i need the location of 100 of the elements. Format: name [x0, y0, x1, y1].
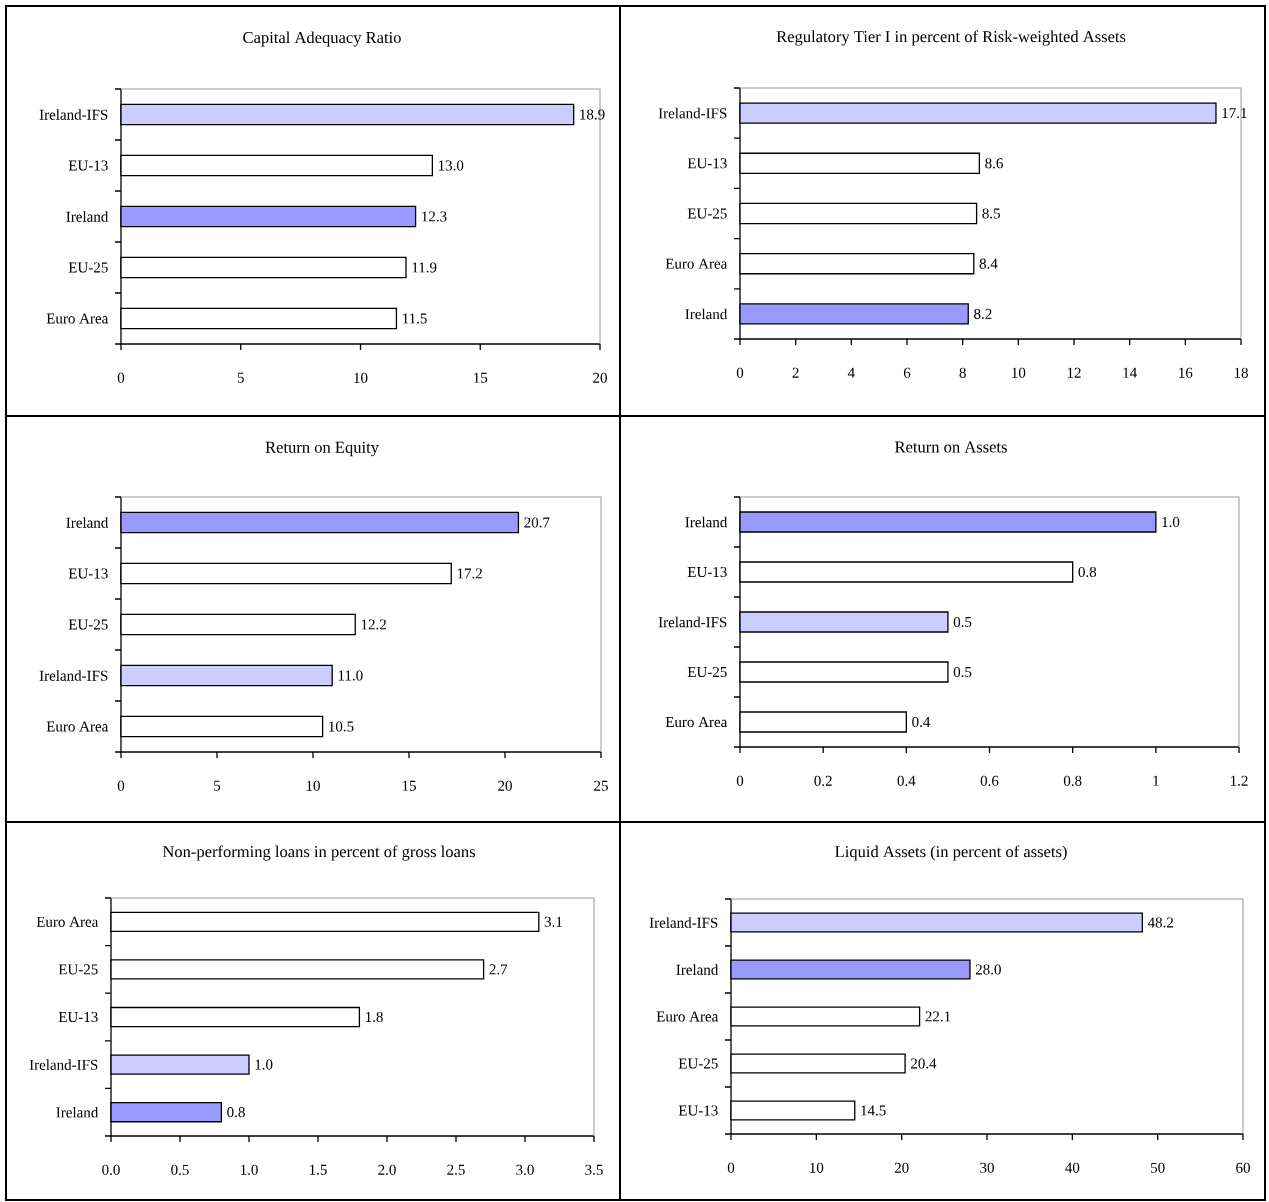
x-tick-label: 1.2	[1230, 775, 1248, 786]
x-tick-label: 1.0	[240, 1164, 258, 1175]
x-tick-label: 20	[498, 780, 512, 791]
x-tick-label: 3.0	[516, 1164, 534, 1175]
data-label: 13.0	[438, 160, 464, 171]
y-tick-label: Euro Area	[665, 258, 728, 269]
x-tick-label: 16	[1179, 367, 1193, 378]
x-tick-label: 2.0	[378, 1164, 396, 1175]
data-label: 17.2	[457, 568, 482, 579]
x-tick-label: 0	[117, 780, 125, 791]
x-tick-label: 1.5	[309, 1164, 327, 1175]
x-tick-label: 2.5	[447, 1164, 465, 1175]
y-tick-label: EU-13	[68, 568, 108, 579]
data-label: 22.1	[925, 1011, 951, 1022]
data-label: 11.9	[412, 262, 437, 273]
x-tick-label: 5	[214, 780, 221, 791]
data-label: 0.5	[953, 666, 972, 678]
data-label: 17.1	[1222, 108, 1247, 119]
data-label: 8.2	[974, 308, 992, 319]
x-tick-label: 14	[1123, 367, 1137, 378]
x-tick-label: 20	[593, 372, 607, 383]
data-label: 20.7	[524, 517, 550, 528]
data-label: 1.0	[1162, 516, 1180, 528]
data-label: 1.8	[365, 1011, 383, 1023]
x-tick-label: 0.5	[171, 1164, 189, 1175]
y-tick-label: Ireland-IFS	[39, 670, 108, 681]
y-tick-label: EU-13	[678, 1105, 718, 1116]
data-label: 0.4	[912, 716, 931, 728]
x-tick-label: 0.2	[814, 775, 832, 786]
data-label: 12.3	[422, 211, 447, 222]
data-label: 8.4	[979, 258, 998, 269]
y-tick-label: EU-13	[68, 160, 108, 171]
y-tick-label: EU-25	[68, 262, 108, 273]
data-label: 12.2	[361, 619, 386, 630]
y-tick-label: Euro Area	[46, 721, 109, 732]
data-label: 8.5	[982, 208, 1001, 219]
x-tick-label: 5	[237, 372, 244, 383]
x-tick-label: 18	[1234, 367, 1248, 378]
x-tick-label: 3.5	[585, 1164, 603, 1175]
x-tick-label: 10	[306, 780, 320, 791]
y-tick-label: EU-13	[687, 158, 727, 169]
x-tick-label: 15	[474, 372, 488, 383]
x-tick-label: 4	[847, 367, 855, 378]
y-tick-label: Ireland-IFS	[649, 917, 718, 928]
x-tick-label: 50	[1151, 1162, 1165, 1173]
x-tick-label: 0	[117, 372, 125, 383]
y-tick-label: EU-13	[687, 566, 727, 578]
data-label: 0.5	[953, 616, 972, 628]
x-tick-label: 30	[980, 1162, 994, 1173]
x-tick-label: 1	[1153, 775, 1159, 786]
x-tick-label: 0.0	[102, 1164, 120, 1175]
chart-title: Liquid Assets (in percent of assets)	[835, 845, 1067, 861]
data-label: 3.1	[544, 916, 562, 927]
y-tick-label: Ireland	[66, 517, 109, 528]
y-tick-label: Euro Area	[36, 916, 99, 927]
chart-title: Capital Adequacy Ratio	[243, 31, 401, 47]
data-label: 18.9	[580, 109, 605, 120]
x-tick-label: 40	[1065, 1162, 1080, 1173]
data-label: 2.7	[489, 964, 508, 975]
y-tick-label: EU-25	[678, 1058, 718, 1069]
x-tick-label: 8	[959, 367, 966, 378]
data-label: 11.0	[338, 670, 363, 681]
y-tick-label: EU-25	[68, 619, 108, 630]
data-label: 10.5	[329, 721, 354, 732]
y-tick-label: Ireland	[66, 211, 109, 222]
x-tick-label: 12	[1067, 367, 1081, 378]
x-tick-label: 0.4	[897, 775, 916, 786]
data-label: 0.8	[227, 1107, 245, 1118]
x-tick-label: 20	[894, 1162, 909, 1173]
x-tick-label: 10	[810, 1162, 824, 1173]
x-tick-label: 0	[736, 775, 744, 786]
y-tick-label: EU-13	[58, 1011, 98, 1023]
y-tick-label: EU-25	[687, 666, 727, 678]
y-tick-label: Ireland	[685, 308, 728, 320]
y-tick-label: EU-25	[687, 208, 727, 219]
data-label: 14.5	[861, 1105, 886, 1116]
y-tick-label: EU-25	[58, 964, 98, 975]
y-tick-label: Euro Area	[665, 717, 728, 728]
data-label: 11.5	[403, 313, 427, 324]
x-tick-label: 60	[1236, 1162, 1250, 1173]
data-label: 1.0	[255, 1059, 273, 1070]
x-tick-label: 0	[736, 367, 744, 378]
x-tick-label: 10	[1012, 367, 1026, 378]
x-tick-label: 25	[594, 780, 608, 791]
y-tick-label: Ireland	[56, 1106, 99, 1118]
x-tick-label: 0.8	[1063, 775, 1082, 786]
y-tick-label: Ireland-IFS	[658, 616, 727, 628]
x-tick-label: 15	[402, 780, 416, 791]
y-tick-label: Ireland-IFS	[39, 109, 108, 120]
chart-title: Non-performing loans in percent of gross loans	[162, 845, 475, 861]
y-tick-label: Ireland	[685, 516, 728, 528]
y-tick-label: Ireland-IFS	[658, 107, 727, 119]
chart-title: Return on Assets	[894, 441, 1007, 453]
data-label: 28.0	[975, 964, 1001, 975]
x-tick-label: 0	[727, 1162, 735, 1173]
x-tick-label: 6	[903, 367, 911, 378]
y-tick-label: Euro Area	[46, 313, 109, 324]
y-tick-label: Ireland-IFS	[29, 1059, 98, 1070]
chart-title: Regulatory Tier I in percent of Risk-weighted Assets	[776, 30, 1126, 46]
data-label: 0.8	[1078, 566, 1097, 578]
